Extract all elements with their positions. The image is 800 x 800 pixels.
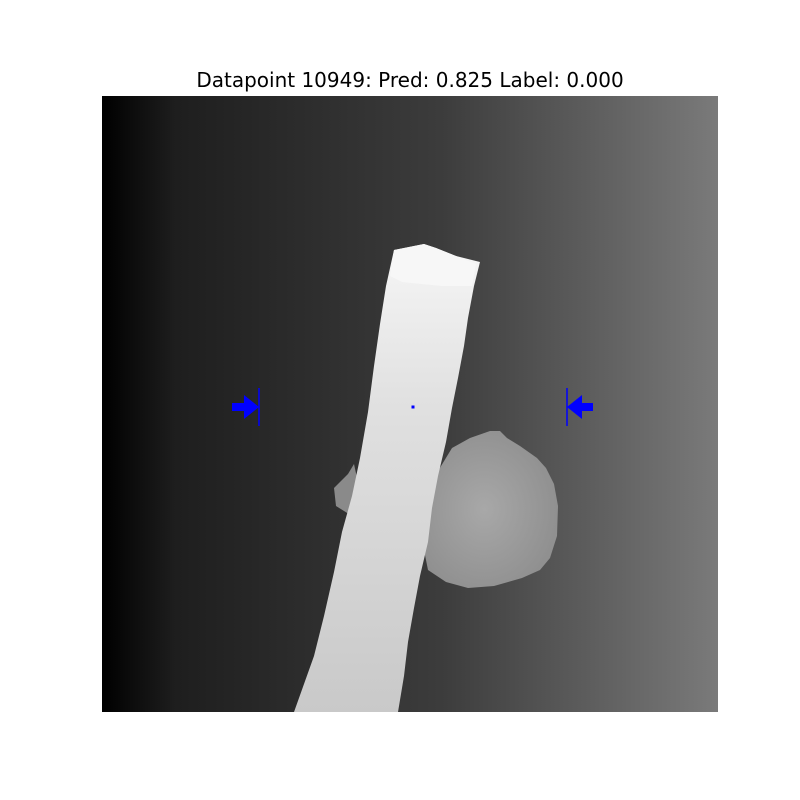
center-dot-icon	[411, 405, 415, 409]
rod-tip	[390, 244, 476, 286]
sphere-object	[424, 431, 558, 588]
left-marker-icon	[232, 388, 260, 426]
depth-image	[102, 96, 718, 712]
depth-image-canvas	[102, 96, 718, 712]
right-marker-icon	[566, 388, 593, 426]
rod-object	[294, 244, 480, 712]
figure-title: Datapoint 10949: Pred: 0.825 Label: 0.00…	[196, 68, 624, 92]
